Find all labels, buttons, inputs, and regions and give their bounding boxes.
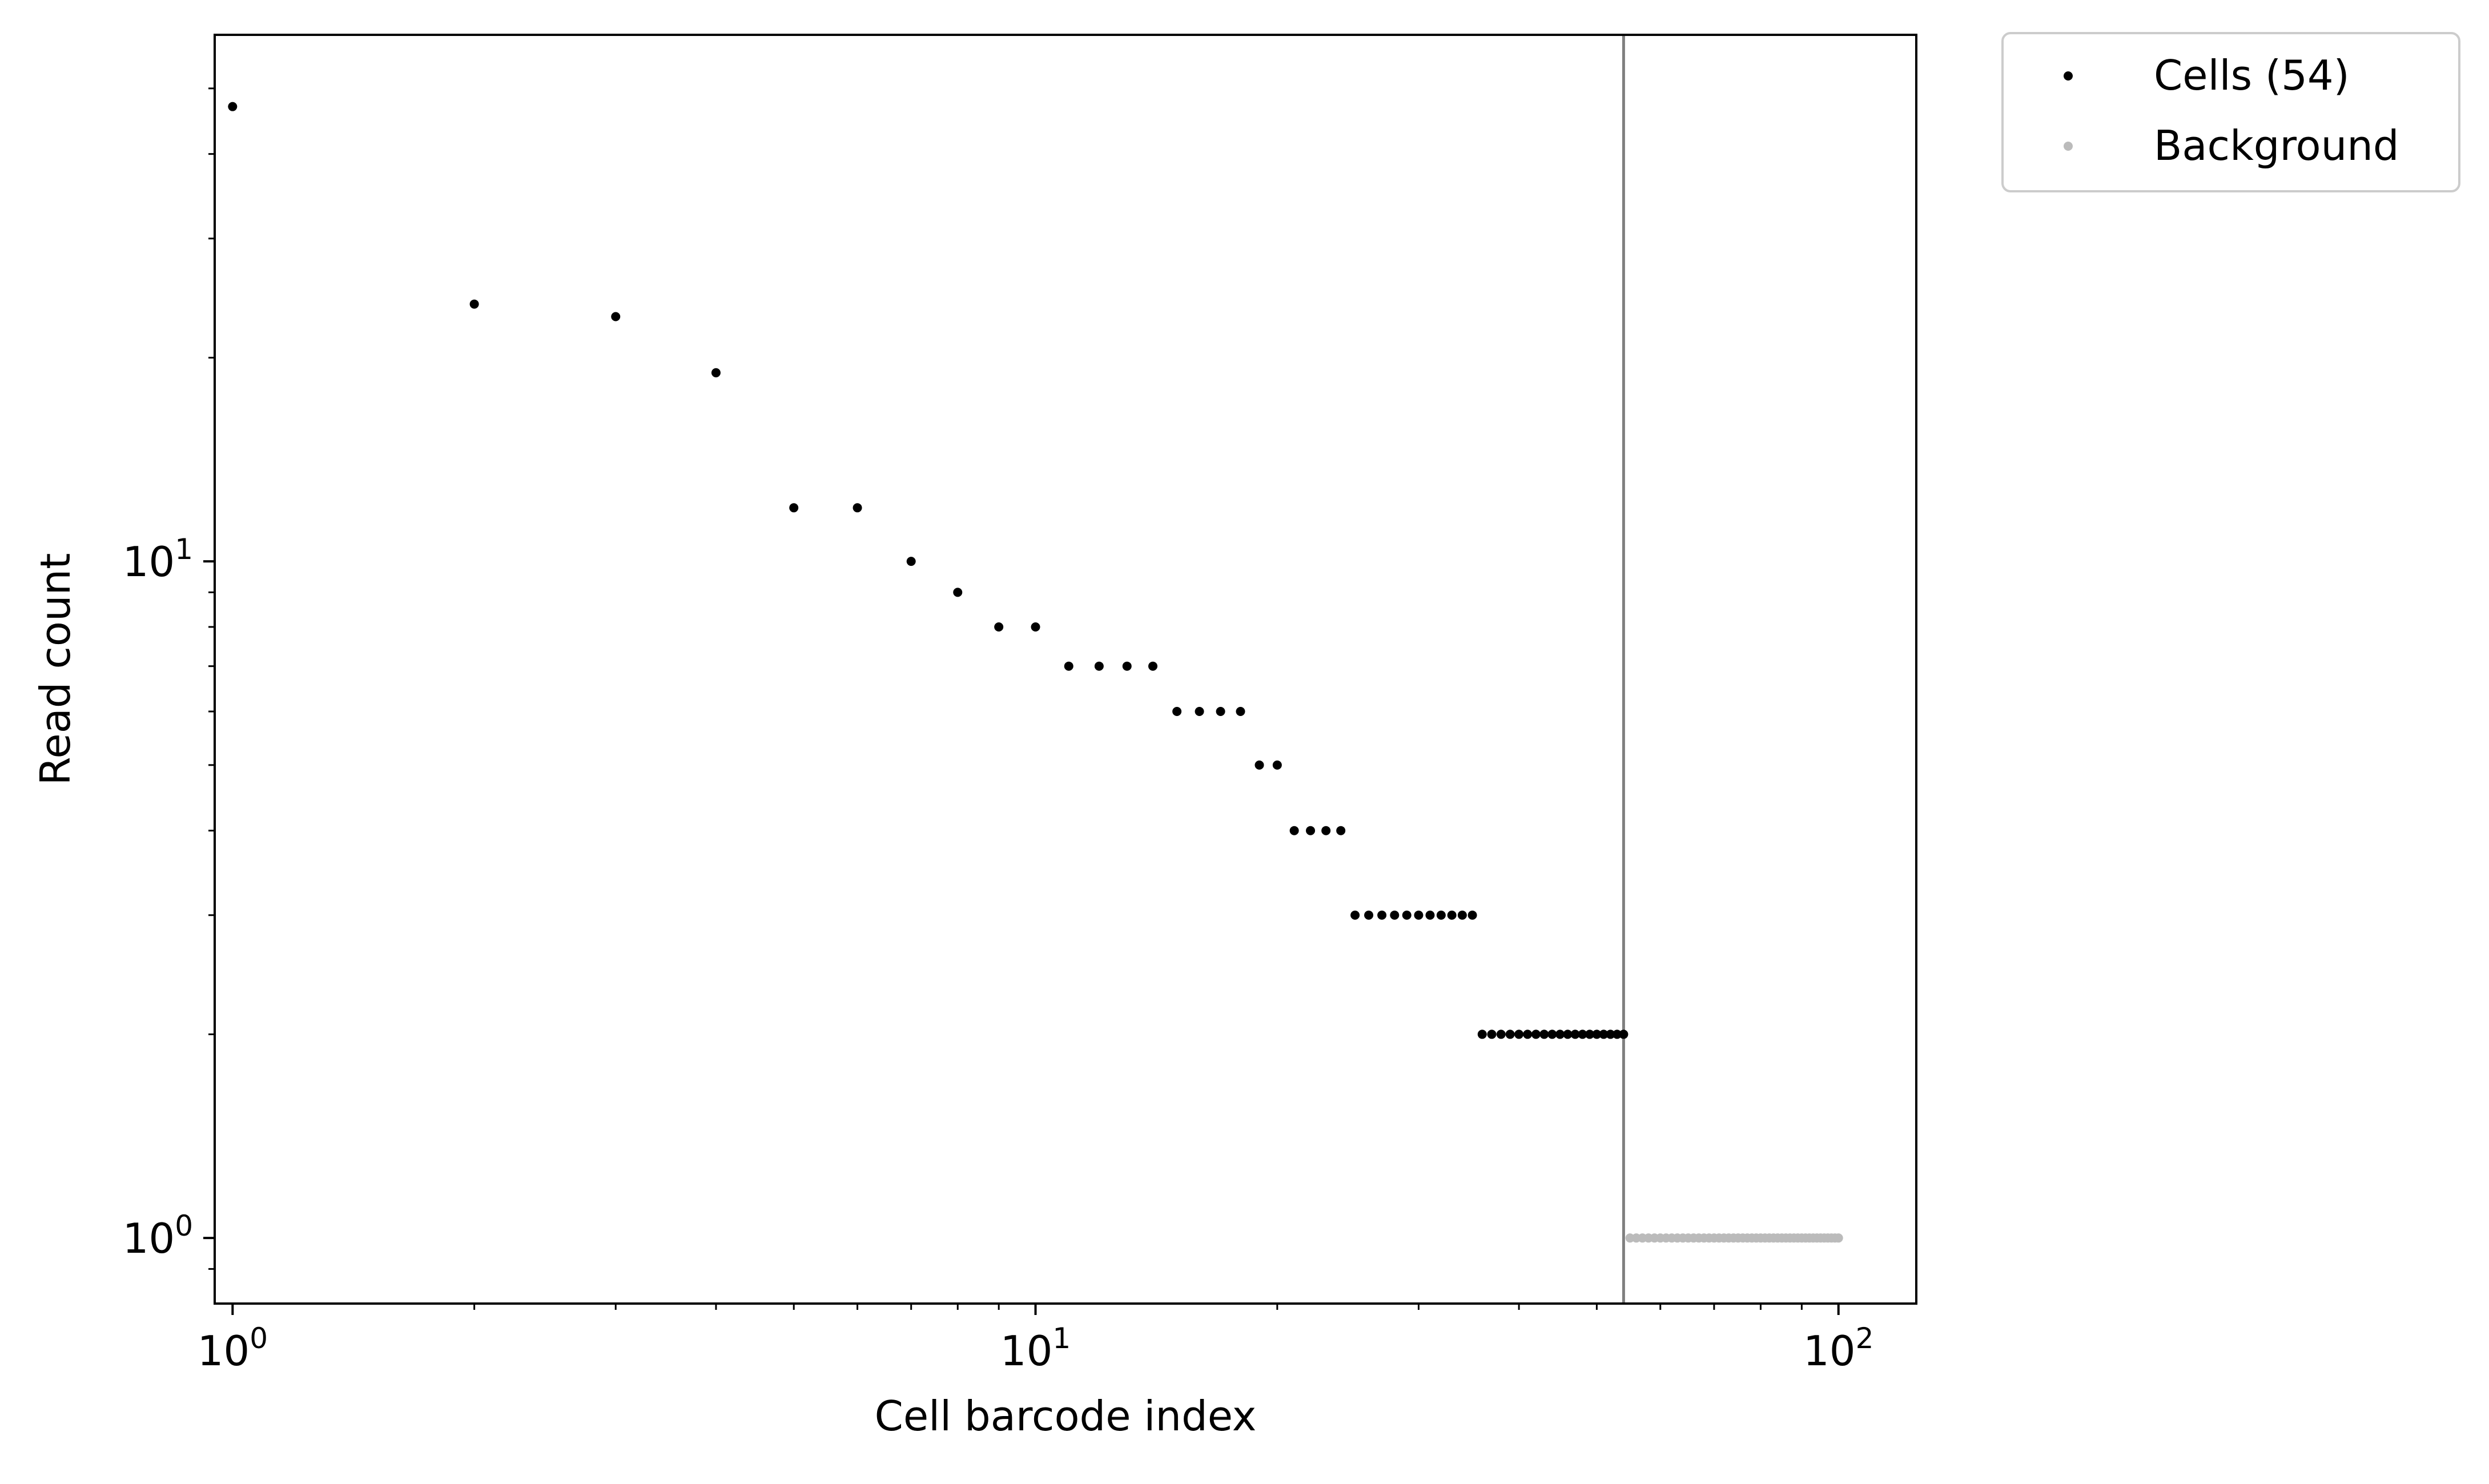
cell-point	[1547, 1029, 1557, 1039]
y-tick-label: 101	[123, 533, 193, 586]
legend-frame	[2001, 32, 2460, 192]
cell-point	[1570, 1029, 1580, 1039]
cell-point	[1350, 910, 1360, 920]
cell-point	[1306, 826, 1316, 835]
cell-point	[1539, 1029, 1549, 1039]
cell-point	[1195, 707, 1204, 717]
cell-point	[953, 588, 963, 597]
cell-point	[1148, 661, 1158, 671]
cell-point	[1414, 910, 1424, 920]
x-tick-label: 101	[1000, 1322, 1071, 1375]
cell-point	[1592, 1029, 1602, 1039]
background-point	[1833, 1233, 1843, 1243]
cell-point	[1447, 910, 1457, 920]
legend-marker-background	[2064, 142, 2073, 151]
cell-point	[1377, 910, 1387, 920]
cell-point	[789, 503, 799, 513]
cell-point	[1578, 1029, 1587, 1039]
background-point	[1625, 1233, 1635, 1243]
legend-label-background: Background	[2154, 122, 2399, 170]
ticks-layer: 100 101 102 100 101	[123, 87, 1873, 1375]
cell-point	[1457, 910, 1467, 920]
cell-point	[1531, 1029, 1541, 1039]
cell-point	[1585, 1029, 1595, 1039]
cell-point	[1425, 910, 1435, 920]
cell-point	[1289, 826, 1299, 835]
y-axis-label: Read count	[31, 553, 79, 786]
cell-point	[1402, 910, 1412, 920]
legend: Cells (54) Background	[2001, 32, 2460, 192]
cell-point	[1563, 1029, 1573, 1039]
x-axis-label: Cell barcode index	[875, 1392, 1257, 1440]
cell-point	[1390, 910, 1400, 920]
cell-point	[1487, 1029, 1497, 1039]
cell-point	[1122, 661, 1132, 671]
cell-point	[1236, 707, 1245, 717]
cell-point	[1555, 1029, 1565, 1039]
cell-point	[1613, 1029, 1622, 1039]
cell-point	[994, 622, 1004, 632]
cell-point	[711, 368, 721, 377]
cell-point	[1272, 760, 1282, 770]
y-tick-label: 100	[123, 1209, 193, 1262]
cell-point	[1336, 826, 1346, 835]
cell-point	[1094, 661, 1104, 671]
cell-point	[1364, 910, 1374, 920]
cell-point	[1606, 1029, 1615, 1039]
cell-point	[1477, 1029, 1487, 1039]
cell-point	[1496, 1029, 1506, 1039]
cell-point	[1599, 1029, 1609, 1039]
cell-point	[469, 299, 479, 309]
cell-point	[1172, 707, 1182, 717]
plot-frame	[214, 34, 1917, 1305]
cell-point	[1467, 910, 1477, 920]
legend-label-cells: Cells (54)	[2154, 51, 2350, 99]
cell-point	[1619, 1029, 1628, 1039]
data-layer	[228, 35, 1843, 1304]
legend-marker-cells	[2064, 71, 2073, 81]
cell-point	[1505, 1029, 1515, 1039]
cell-point	[1436, 910, 1446, 920]
x-tick-label: 100	[198, 1322, 268, 1375]
cell-point	[1064, 661, 1073, 671]
cell-point	[1514, 1029, 1524, 1039]
cell-point	[853, 503, 862, 513]
cell-point	[1216, 707, 1225, 717]
cell-point	[1254, 760, 1264, 770]
cell-point	[611, 312, 621, 321]
cell-point	[1523, 1029, 1533, 1039]
cell-point	[228, 102, 238, 111]
x-tick-label: 102	[1803, 1322, 1873, 1375]
cell-point	[906, 557, 916, 566]
cell-point	[1031, 622, 1040, 632]
cell-point	[1321, 826, 1331, 835]
